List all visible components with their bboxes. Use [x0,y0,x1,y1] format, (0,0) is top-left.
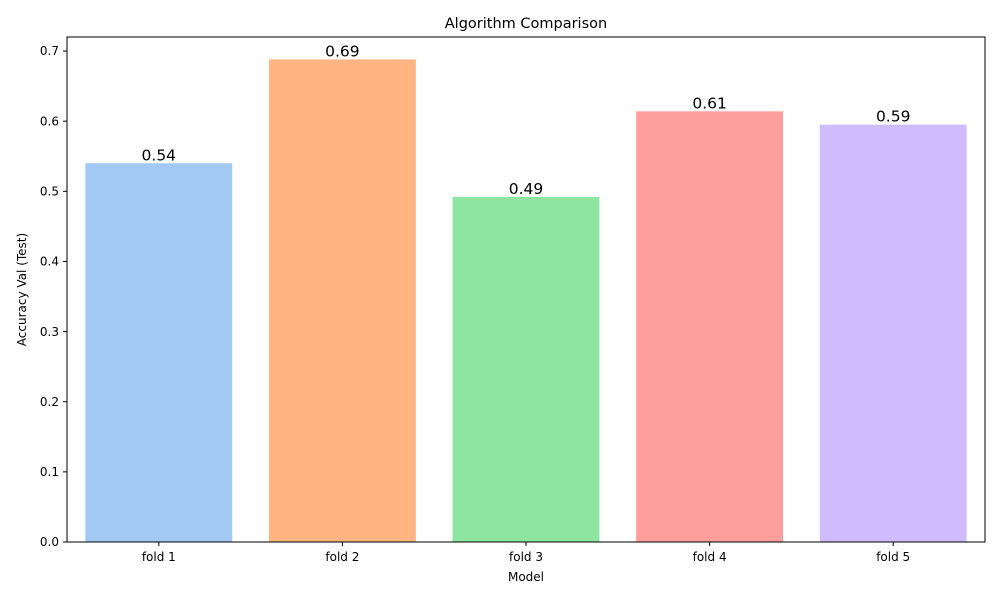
bars-layer [85,59,967,543]
x-tick-label-5: fold 5 [876,550,910,564]
y-tick-label-5: 0.5 [40,185,59,199]
data-label-4: 0.61 [692,94,727,112]
x-tick-label-3: fold 3 [509,550,543,564]
bar-2 [268,59,416,542]
y-tick-label-2: 0.2 [40,395,59,409]
plot-frame [66,36,986,543]
y-tick-label-3: 0.3 [40,325,59,339]
data-labels-layer: 0.54 0.69 0.49 0.61 0.59 [142,42,911,197]
bar-5 [819,124,967,543]
y-tick-label-7: 0.7 [40,44,59,58]
y-axis-label: Accuracy Val (Test) [15,233,29,346]
bar-3 [452,196,600,543]
y-tick-label-0: 0.0 [40,535,59,549]
x-tick-label-4: fold 4 [693,550,727,564]
data-label-2: 0.69 [325,42,360,60]
data-label-5: 0.59 [876,108,911,126]
data-label-1: 0.54 [142,146,177,164]
y-tick-label-1: 0.1 [40,465,59,479]
bar-4 [636,111,784,542]
data-label-3: 0.49 [509,180,544,198]
x-axis: fold 1 fold 2 fold 3 fold 4 fold 5 [142,542,910,564]
y-tick-label-6: 0.6 [40,114,59,128]
y-axis: 0.0 0.1 0.2 0.3 0.4 0.5 0.6 0.7 [40,44,67,549]
bar-1 [85,163,233,542]
x-axis-label: Model [508,570,544,584]
y-tick-label-4: 0.4 [40,255,59,269]
chart-title: Algorithm Comparison [445,16,607,32]
x-tick-label-2: fold 2 [325,550,359,564]
x-tick-label-1: fold 1 [142,550,176,564]
